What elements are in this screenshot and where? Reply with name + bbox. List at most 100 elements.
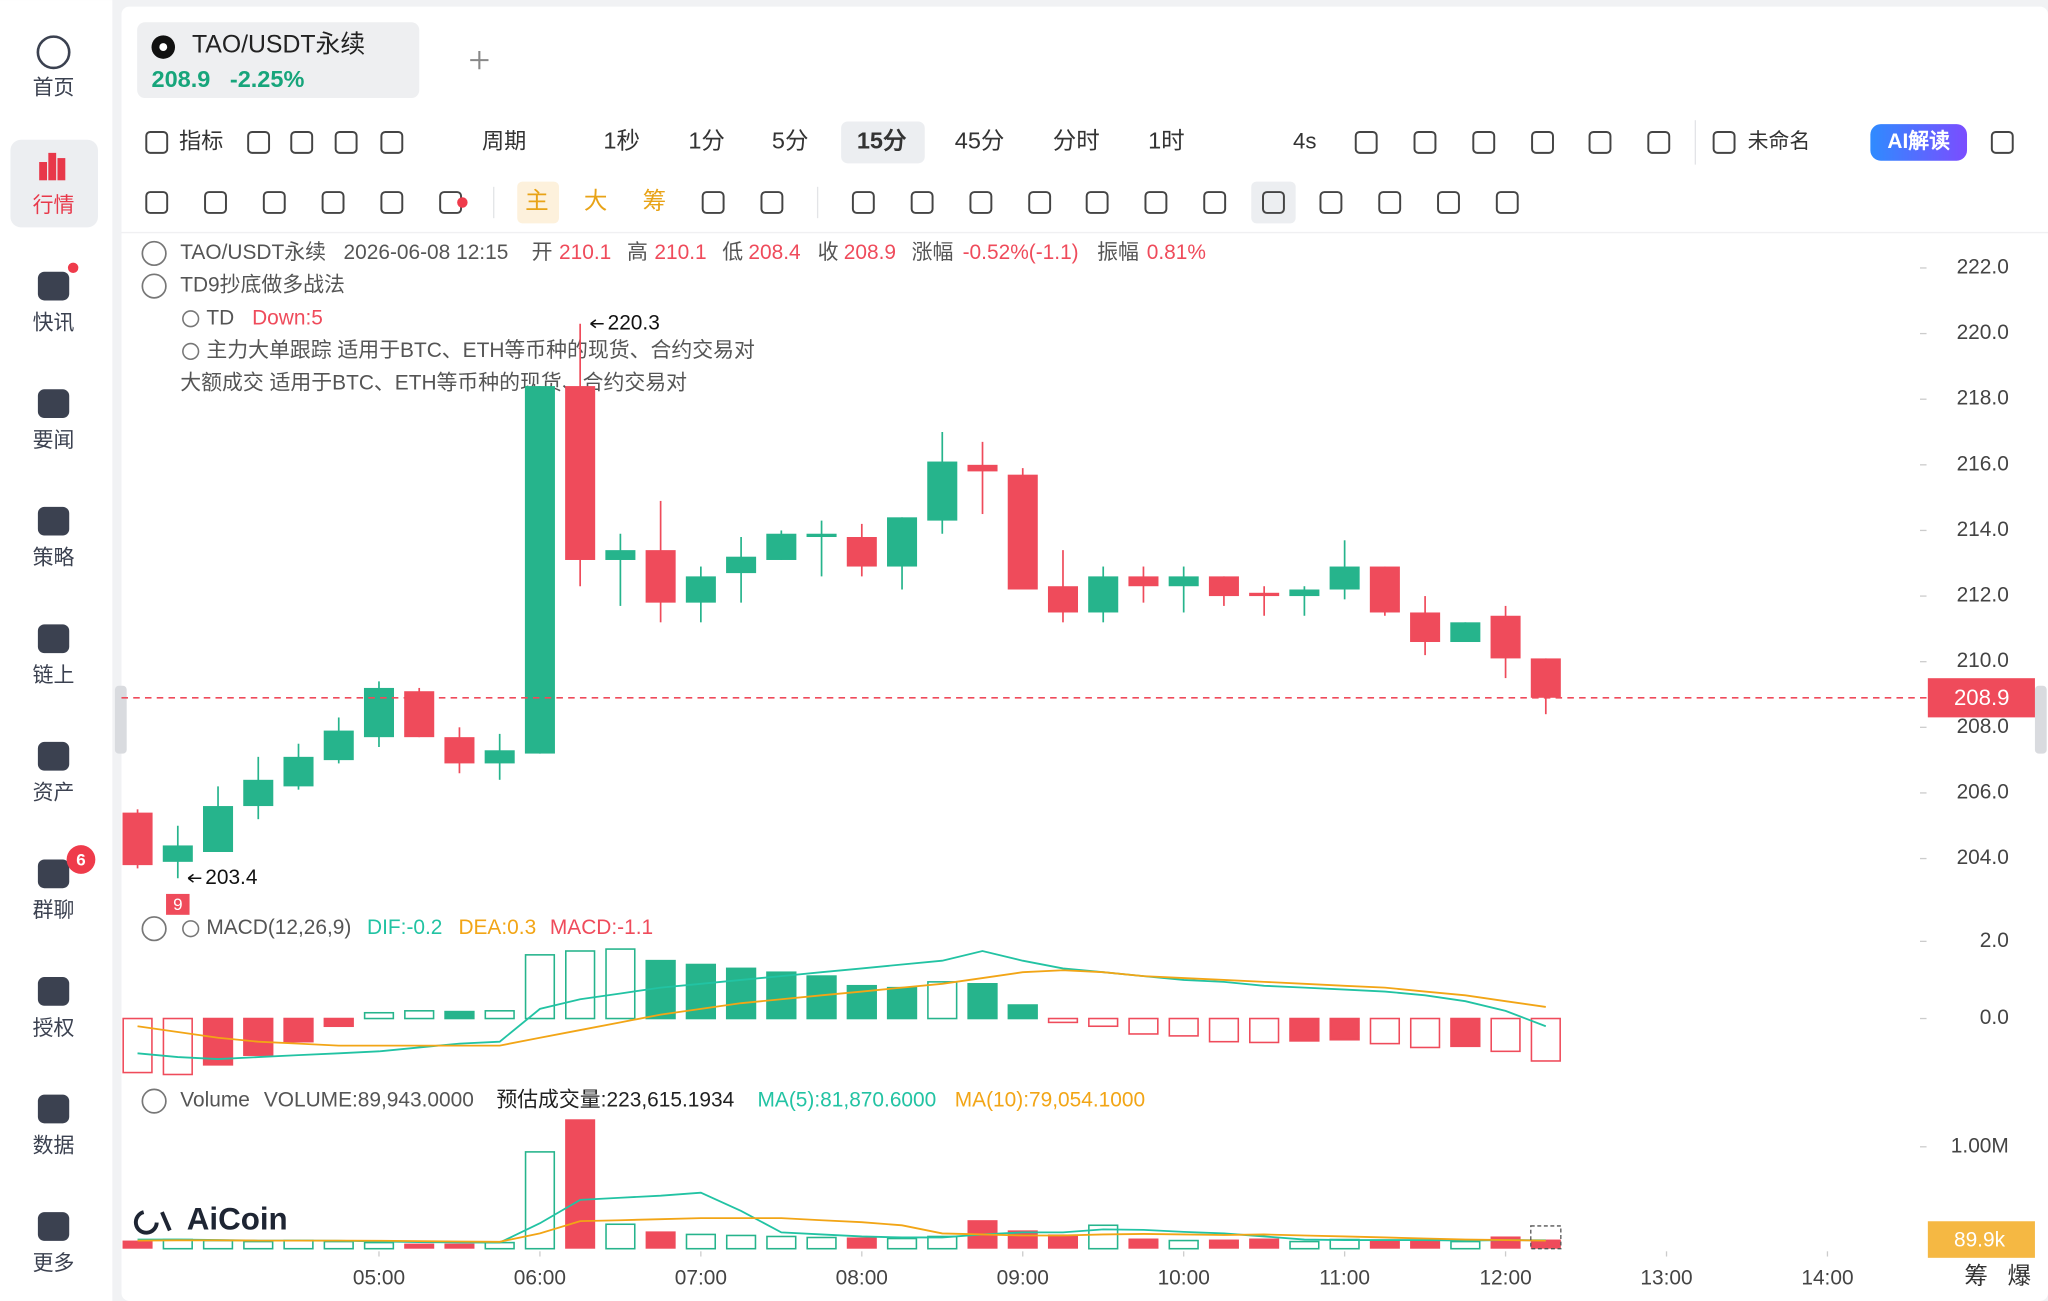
tool-icon[interactable]	[290, 130, 314, 154]
volume-bar	[1128, 1238, 1159, 1249]
overlay-toggle[interactable]: 主	[525, 188, 549, 214]
indicator-button[interactable]: 指标	[179, 128, 223, 153]
tool-icon[interactable]	[1085, 191, 1109, 214]
tool-icon[interactable]	[380, 191, 404, 214]
collapse-toggle[interactable]	[141, 273, 167, 299]
interval[interactable]: 1秒	[603, 128, 640, 154]
nav-label[interactable]: 授权	[33, 1017, 75, 1040]
nav-label[interactable]: 要闻	[33, 429, 75, 452]
tool-icon[interactable]	[910, 191, 934, 214]
y-tick-label: 216.0	[1957, 452, 2009, 475]
study-tag: TD	[206, 306, 234, 329]
x-tick-label: 09:00	[997, 1266, 1049, 1289]
tool-icon[interactable]	[1413, 130, 1437, 154]
nav-label[interactable]: 更多	[33, 1252, 75, 1275]
candle-body	[645, 550, 676, 603]
candle-body	[1208, 576, 1239, 597]
info-text: 振幅	[1097, 241, 1139, 264]
interval[interactable]: 1时	[1148, 128, 1185, 154]
nav-label[interactable]: 群聊	[33, 899, 75, 922]
y-tick-label: 0.0	[1980, 1006, 2009, 1029]
nav-label[interactable]: 行情	[33, 194, 75, 217]
x-tick-label: 07:00	[675, 1266, 727, 1289]
layout-name[interactable]: 未命名	[1748, 130, 1811, 153]
y-tick-label: 206.0	[1957, 780, 2009, 803]
tool-icon[interactable]	[1647, 130, 1671, 154]
tool-icon[interactable]	[1319, 191, 1343, 214]
ai-button[interactable]	[1870, 124, 1968, 161]
corner-button[interactable]: 筹	[1964, 1263, 1988, 1289]
nav-label[interactable]: 快讯	[33, 311, 75, 334]
tab-symbol[interactable]: TAO/USDT永续	[192, 30, 365, 58]
nav-label[interactable]: 策略	[33, 547, 75, 570]
collapse-toggle[interactable]	[141, 1088, 167, 1114]
interval[interactable]: 1分	[688, 128, 725, 154]
tool-icon[interactable]	[1144, 191, 1168, 214]
tool-icon[interactable]	[1262, 191, 1285, 214]
tool-icon[interactable]	[1378, 191, 1402, 214]
interval[interactable]: 45分	[955, 128, 1005, 154]
tool-icon[interactable]	[1495, 191, 1519, 214]
candle-body	[283, 756, 314, 787]
tool-icon[interactable]	[1990, 130, 2014, 154]
info-text: 210.1	[654, 241, 706, 264]
nav-label[interactable]: 数据	[33, 1134, 75, 1157]
tool-icon[interactable]	[321, 191, 345, 214]
tool-icon[interactable]	[1028, 191, 1052, 214]
add-tab[interactable]	[470, 50, 489, 70]
interval[interactable]: 15分	[857, 128, 907, 154]
tool-icon[interactable]	[334, 130, 358, 154]
ai-label[interactable]: AI解读	[1887, 129, 1950, 153]
overlay-toggle[interactable]: 筹	[643, 188, 667, 214]
macd-bar	[323, 1017, 354, 1028]
left-handle[interactable]	[114, 685, 127, 754]
study-name: TD9抄底做多战法	[180, 274, 345, 297]
collapse-toggle[interactable]	[141, 240, 167, 267]
macd-bar	[967, 983, 998, 1020]
candle-body	[726, 556, 757, 574]
interval[interactable]: 分时	[1053, 128, 1100, 154]
corner-button[interactable]: 爆	[2008, 1263, 2032, 1289]
tool-icon[interactable]	[1354, 130, 1378, 154]
candle-body	[524, 386, 555, 754]
tool-icon[interactable]	[701, 191, 725, 214]
macd-bar	[1047, 1017, 1079, 1024]
dea-line	[137, 969, 1546, 1047]
right-handle[interactable]	[2034, 685, 2047, 754]
tab-price: 208.9	[152, 66, 211, 92]
y-tick-label: 212.0	[1957, 584, 2009, 607]
tool-icon[interactable]	[145, 130, 169, 154]
tool-icon[interactable]	[1472, 130, 1496, 154]
tool-icon[interactable]	[1531, 130, 1554, 154]
candle-body	[1249, 592, 1280, 597]
tool-icon[interactable]	[380, 130, 404, 154]
interval[interactable]: 5分	[772, 128, 809, 154]
tool-icon[interactable]	[1203, 191, 1227, 214]
tool-icon[interactable]	[1712, 130, 1736, 154]
candle-body	[323, 730, 354, 761]
macd-bar	[1530, 1017, 1561, 1062]
tool-icon[interactable]	[247, 130, 271, 154]
tool-icon[interactable]	[204, 191, 227, 214]
tool-icon[interactable]	[262, 191, 286, 214]
volume-bar	[886, 1237, 918, 1250]
collapse-toggle[interactable]	[141, 916, 167, 942]
tool-icon[interactable]	[1588, 130, 1612, 154]
nav-label[interactable]: 链上	[33, 664, 75, 687]
tool-icon[interactable]	[851, 191, 875, 214]
macd-dea: DEA:0.3	[458, 916, 536, 939]
candle-body	[967, 464, 998, 472]
tool-icon[interactable]	[760, 191, 784, 214]
nav-label[interactable]: 资产	[33, 782, 75, 805]
refresh[interactable]: 4s	[1293, 128, 1316, 153]
candle-body	[1490, 615, 1521, 659]
nav-label[interactable]: 首页	[33, 76, 75, 99]
overlay-toggle[interactable]: 大	[584, 188, 608, 214]
tool-icon[interactable]	[145, 191, 169, 214]
candle-body	[1329, 566, 1360, 590]
symbol-tab[interactable]	[137, 22, 420, 99]
tool-icon[interactable]	[969, 191, 993, 214]
tool-icon[interactable]	[1437, 191, 1460, 214]
volume-bar	[806, 1236, 837, 1250]
period-button[interactable]: 周期	[482, 128, 526, 153]
